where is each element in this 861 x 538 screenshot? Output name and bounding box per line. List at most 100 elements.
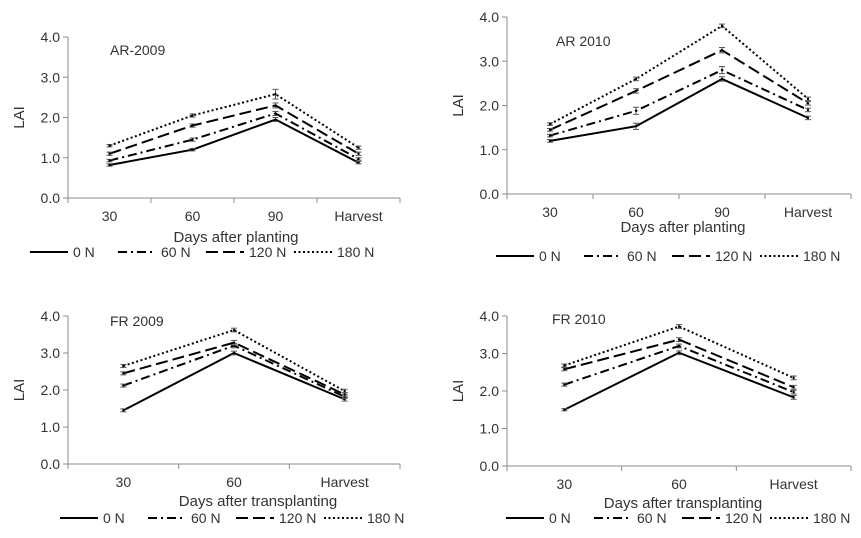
data-point (792, 376, 795, 380)
legend: 0 N 60 N 120 N 180 N (506, 510, 850, 526)
chart-panel-3: 0.0 1.0 2.0 3.0 4.0 30 60 Harvest Days after tra… (11, 308, 404, 526)
y-tick-label: 4.0 (41, 29, 61, 45)
legend-label: 180 N (803, 248, 840, 264)
series-line (109, 118, 359, 166)
series-0-n (547, 76, 811, 143)
x-tick-label: 60 (185, 208, 201, 224)
data-point (720, 48, 724, 52)
series-120-n (120, 339, 348, 397)
x-tick-label: 30 (557, 476, 573, 492)
series-line (549, 69, 809, 137)
series-line (564, 338, 795, 389)
x-tick-label: 60 (226, 474, 242, 490)
data-point (232, 351, 236, 355)
y-tick-label: 1.0 (41, 150, 61, 166)
y-tick-label: 2.0 (480, 383, 500, 399)
data-point (122, 372, 125, 375)
data-point (232, 341, 236, 344)
legend-label: 60 N (191, 510, 221, 526)
series-180-n (120, 327, 348, 394)
x-axis-label: Days after planting (620, 219, 745, 236)
y-tick-label: 0.0 (480, 458, 500, 474)
x-tick-label: Harvest (321, 474, 369, 490)
x-axis-label: Days after planting (173, 229, 298, 246)
data-point (634, 89, 638, 93)
y-tick-label: 2.0 (41, 382, 61, 398)
data-point (792, 390, 795, 394)
data-point (563, 364, 566, 367)
x-tick-label: 90 (714, 204, 730, 220)
data-point (806, 102, 810, 105)
data-point (634, 125, 638, 128)
y-tick-label: 0.0 (41, 456, 61, 472)
data-point (548, 128, 552, 132)
legend: 0 N 60 N 120 N 180 N (496, 248, 840, 264)
series-120-n (561, 337, 797, 390)
series-line (109, 112, 359, 162)
data-point (720, 68, 724, 72)
legend-label: 0 N (539, 248, 561, 264)
data-point (677, 338, 681, 341)
legend-label: 60 N (161, 244, 191, 260)
data-point (563, 383, 566, 386)
legend-label: 180 N (367, 510, 404, 526)
y-tick-label: 2.0 (41, 110, 61, 126)
legend-label: 120 N (725, 510, 762, 526)
series-line (123, 341, 346, 396)
x-tick-label: 60 (671, 476, 687, 492)
series-line (109, 93, 360, 149)
y-tick-label: 0.0 (480, 186, 500, 202)
series-0-n (561, 350, 797, 412)
x-tick-label: Harvest (334, 208, 382, 224)
data-point (634, 77, 638, 81)
data-point (720, 77, 724, 81)
data-point (108, 144, 111, 147)
series-0-n (120, 350, 348, 413)
legend-label: 0 N (103, 510, 125, 526)
data-point (806, 116, 810, 120)
legend-label: 60 N (637, 510, 667, 526)
y-axis-label: LAI (450, 94, 467, 117)
series-120-n (547, 47, 811, 132)
data-point (274, 104, 277, 107)
y-axis-label: LAI (11, 106, 28, 129)
data-point (563, 408, 566, 411)
series-60-n (547, 66, 811, 138)
x-tick-label: 30 (116, 474, 132, 490)
legend-label: 60 N (627, 248, 657, 264)
series-180-n (547, 23, 811, 126)
data-point (792, 396, 795, 399)
series-60-n (106, 110, 362, 163)
data-point (191, 148, 194, 151)
data-point (548, 139, 552, 143)
chart-panel-4: 0.0 1.0 2.0 3.0 4.0 30 60 Harvest Days after tra… (450, 308, 852, 526)
x-tick-label: 90 (268, 208, 284, 224)
y-tick-label: 3.0 (41, 69, 61, 85)
data-point (634, 109, 638, 113)
data-point (343, 393, 346, 396)
data-point (122, 384, 125, 387)
data-point (357, 157, 360, 161)
data-point (108, 163, 111, 167)
series-line (549, 77, 809, 142)
data-point (677, 325, 681, 328)
data-point (357, 161, 360, 164)
y-tick-label: 3.0 (480, 53, 500, 69)
y-tick-label: 3.0 (480, 346, 500, 362)
data-point (357, 152, 360, 155)
legend-label: 180 N (337, 244, 374, 260)
data-point (677, 351, 681, 354)
data-point (122, 409, 125, 412)
data-point (677, 344, 681, 348)
legend-label: 120 N (279, 510, 316, 526)
data-point (720, 24, 724, 28)
legend-label: 0 N (73, 244, 95, 260)
data-point (343, 389, 346, 393)
legend-label: 0 N (549, 510, 571, 526)
data-point (274, 112, 277, 115)
x-tick-label: 30 (102, 208, 118, 224)
data-point (108, 152, 111, 155)
series-180-n (561, 324, 797, 381)
y-axis-label: LAI (450, 380, 467, 403)
